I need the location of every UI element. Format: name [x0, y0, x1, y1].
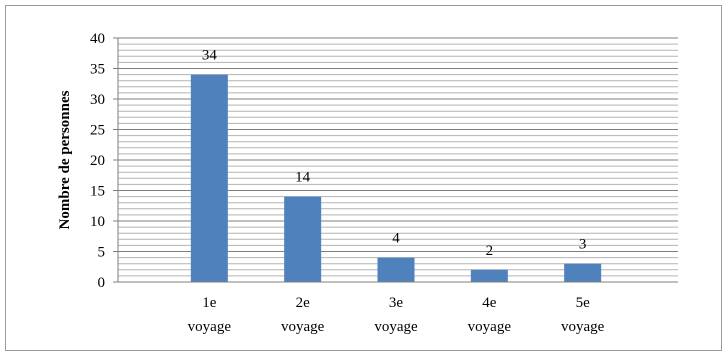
bars	[190, 74, 602, 282]
bar	[564, 263, 602, 282]
y-tick-label: 30	[90, 92, 105, 108]
data-label: 3	[579, 237, 587, 253]
y-tick-label: 0	[98, 275, 106, 291]
y-tick-label: 20	[90, 153, 105, 169]
data-labels: 34 14 4 2 3	[202, 48, 587, 259]
y-tick-label: 10	[90, 214, 105, 230]
x-tick-label: voyage	[281, 319, 325, 335]
data-label: 4	[392, 231, 400, 247]
x-tick-label: voyage	[468, 319, 512, 335]
x-tick-label: voyage	[188, 319, 232, 335]
y-tick-label: 5	[98, 245, 106, 261]
y-tick-label: 15	[90, 184, 105, 200]
axes	[113, 37, 678, 283]
data-label: 14	[295, 170, 311, 186]
bar	[284, 196, 322, 282]
y-tick-label: 25	[90, 123, 105, 139]
x-tick-label: voyage	[374, 319, 418, 335]
x-tick-label: 2e	[296, 295, 311, 311]
x-tick-label: voyage	[561, 319, 605, 335]
x-tick-label: 4e	[482, 295, 497, 311]
data-label: 2	[486, 243, 494, 259]
x-tick-label: 5e	[576, 295, 591, 311]
bar	[377, 257, 415, 282]
x-tick-label: 3e	[389, 295, 404, 311]
y-tick-label: 35	[90, 62, 105, 78]
y-tick-label: 40	[90, 31, 105, 47]
bar	[470, 269, 508, 282]
bar	[190, 74, 228, 282]
data-label: 34	[202, 48, 218, 64]
y-axis-label: Nombre de personnes	[57, 90, 73, 229]
x-tick-labels: 1e voyage 2e voyage 3e voyage 4e voyage 5e voyage	[188, 295, 605, 335]
x-tick-label: 1e	[202, 295, 217, 311]
y-tick-labels: 0 5 10 15 20 25 30 35 40	[90, 31, 105, 291]
